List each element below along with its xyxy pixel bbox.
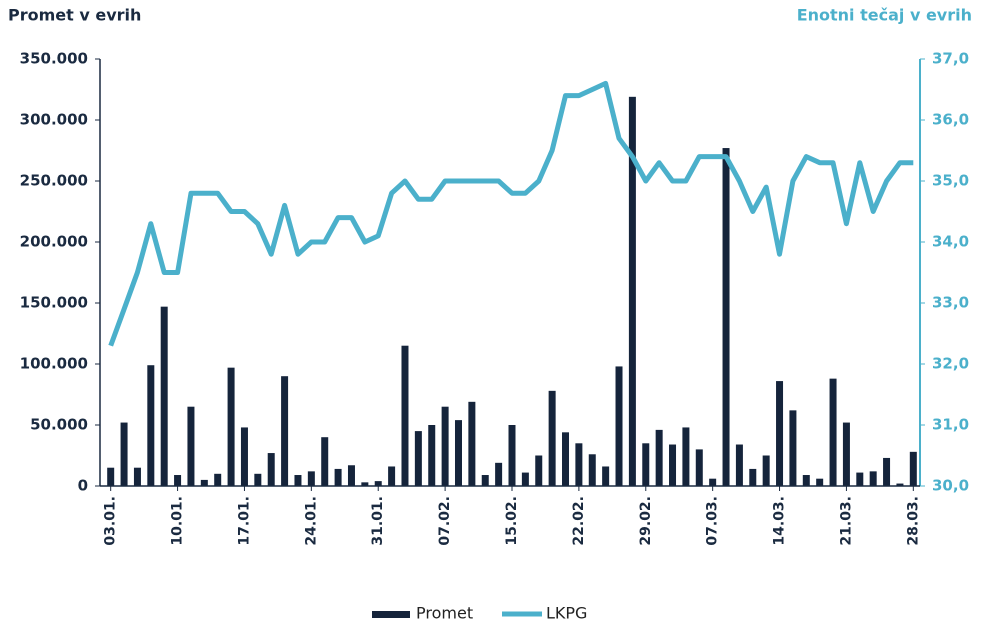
bar xyxy=(441,406,449,486)
bar xyxy=(669,444,677,486)
y-tick-label: 200.000 xyxy=(20,233,88,251)
bar xyxy=(816,478,824,486)
bar xyxy=(695,449,703,486)
bar xyxy=(281,376,289,486)
y-axis-title: Promet v evrih xyxy=(8,6,141,25)
bar xyxy=(481,475,489,486)
y2-tick-label: 34,0 xyxy=(932,233,969,251)
x-tick-label: 24.01. xyxy=(303,496,319,546)
bar xyxy=(682,427,690,486)
bar xyxy=(722,148,730,486)
bar xyxy=(187,406,195,486)
bar xyxy=(334,468,342,486)
bar xyxy=(254,473,262,486)
bar xyxy=(762,455,770,486)
x-tick-label: 03.01. xyxy=(103,496,119,546)
x-tick-label: 17.01. xyxy=(236,496,252,546)
y2-tick-label: 36,0 xyxy=(932,111,969,129)
bar xyxy=(107,467,115,486)
bar xyxy=(909,451,917,486)
y2-tick-label: 31,0 xyxy=(932,416,969,434)
bar xyxy=(347,465,355,486)
y-tick-label: 100.000 xyxy=(20,355,88,373)
bar xyxy=(508,425,516,486)
bar xyxy=(789,410,797,486)
y-tick-label: 350.000 xyxy=(20,50,88,68)
bar xyxy=(200,479,208,486)
bar xyxy=(655,429,663,486)
bar xyxy=(133,467,141,486)
y2-tick-label: 30,0 xyxy=(932,477,969,495)
bar xyxy=(735,444,743,486)
bar xyxy=(120,422,128,486)
bar xyxy=(562,432,570,486)
bar xyxy=(642,443,650,486)
x-tick-label: 29.02. xyxy=(638,496,654,546)
bar xyxy=(842,422,850,486)
bar xyxy=(829,378,837,486)
bar xyxy=(856,472,864,486)
bar xyxy=(602,466,610,486)
y2-tick-label: 37,0 xyxy=(932,50,969,68)
legend-swatch xyxy=(372,611,410,618)
bar xyxy=(535,455,543,486)
bar xyxy=(495,462,503,486)
y-tick-label: 300.000 xyxy=(20,111,88,129)
bar xyxy=(575,443,583,486)
bar xyxy=(388,466,396,486)
x-tick-label: 07.03. xyxy=(705,496,721,546)
x-tick-label: 10.01. xyxy=(170,496,186,546)
bar xyxy=(709,478,717,486)
y2-tick-label: 35,0 xyxy=(932,172,969,190)
legend-label: Promet xyxy=(416,604,473,623)
bar xyxy=(240,427,248,486)
bar xyxy=(628,96,636,486)
bar xyxy=(548,390,556,486)
bar xyxy=(267,453,275,486)
bar xyxy=(869,471,877,486)
bar xyxy=(294,475,302,486)
x-tick-label: 22.02. xyxy=(571,496,587,546)
bar xyxy=(401,345,409,486)
bar xyxy=(307,471,315,486)
line xyxy=(108,80,914,347)
bar xyxy=(896,483,904,486)
bar xyxy=(214,473,222,486)
bar xyxy=(776,381,784,486)
x-tick-label: 07.02. xyxy=(437,496,453,546)
bar xyxy=(883,457,891,486)
y-tick-label: 0 xyxy=(78,477,88,495)
y2-axis-title: Enotni tečaj v evrih xyxy=(797,6,972,25)
bar xyxy=(428,425,436,486)
bar xyxy=(749,468,757,486)
bar xyxy=(361,482,369,486)
legend-label: LKPG xyxy=(546,604,587,623)
x-tick-label: 21.03. xyxy=(838,496,854,546)
x-tick-label: 15.02. xyxy=(504,496,520,546)
bar xyxy=(588,454,596,486)
x-tick-label: 28.03. xyxy=(905,496,921,546)
bar xyxy=(227,367,235,486)
y-tick-label: 250.000 xyxy=(20,172,88,190)
bar xyxy=(802,475,810,486)
bar xyxy=(468,401,476,486)
y2-tick-label: 32,0 xyxy=(932,355,969,373)
bar xyxy=(147,365,155,486)
bar xyxy=(615,366,623,486)
bar xyxy=(521,472,529,486)
bar xyxy=(374,481,382,486)
bar xyxy=(160,306,168,486)
bar xyxy=(454,420,462,486)
y-tick-label: 150.000 xyxy=(20,294,88,312)
y2-tick-label: 33,0 xyxy=(932,294,969,312)
bar xyxy=(174,475,182,486)
x-tick-label: 31.01. xyxy=(370,496,386,546)
y-tick-label: 50.000 xyxy=(30,416,88,434)
bar xyxy=(321,437,329,486)
bar xyxy=(414,431,422,486)
x-tick-label: 14.03. xyxy=(772,496,788,546)
